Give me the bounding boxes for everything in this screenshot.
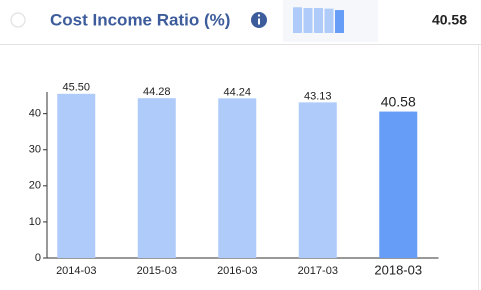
y-tick-label: 0 [35, 252, 41, 264]
sparkline [293, 7, 344, 34]
select-toggle[interactable] [10, 12, 26, 28]
header-title: Cost Income Ratio (%) [50, 10, 230, 29]
value-label: 43.13 [304, 90, 332, 102]
sparkline-bar [293, 7, 302, 34]
x-tick-label: 2014-03 [56, 265, 96, 277]
y-tick-label: 20 [29, 180, 41, 192]
value-label: 40.58 [381, 93, 416, 109]
x-tick-label: 2018-03 [374, 262, 422, 277]
y-tick-label: 40 [29, 108, 41, 120]
sparkline-bar [314, 7, 323, 34]
bar [298, 102, 337, 258]
bar [379, 111, 418, 258]
sparkline-bar [303, 7, 313, 33]
info-icon[interactable] [251, 12, 267, 28]
x-tick-label: 2016-03 [217, 265, 257, 277]
header-value: 40.58 [432, 12, 467, 28]
header-bg [0, 0, 481, 44]
value-label: 44.28 [143, 86, 171, 98]
sparkline-bar [335, 10, 344, 33]
bar [218, 98, 257, 258]
y-tick-label: 10 [29, 216, 41, 228]
value-label: 44.24 [223, 86, 251, 98]
value-label: 45.50 [62, 82, 90, 94]
sparkline-bar [324, 8, 334, 34]
bar [57, 93, 96, 258]
x-tick-label: 2017-03 [298, 265, 338, 277]
x-tick-label: 2015-03 [137, 265, 177, 277]
y-tick-label: 30 [29, 144, 41, 156]
bar [137, 98, 176, 258]
